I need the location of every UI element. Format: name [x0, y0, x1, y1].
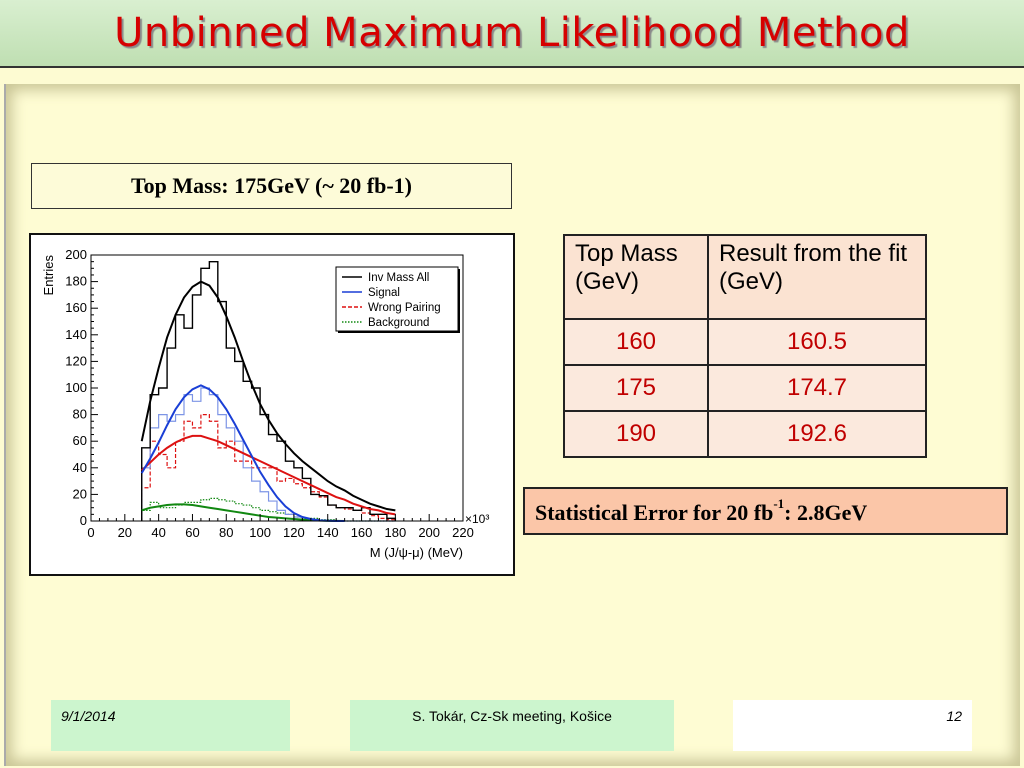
- y-tick-label: 60: [73, 433, 87, 448]
- legend-entry: Background: [368, 317, 429, 329]
- x-tick-label: 120: [283, 525, 305, 540]
- x-tick-label: 200: [418, 525, 440, 540]
- results-table: Top Mass (GeV) Result from the fit (GeV)…: [563, 234, 927, 458]
- x-tick-label: 80: [219, 525, 233, 540]
- title-bar: Unbinned Maximum Likelihood Method: [0, 0, 1024, 68]
- x-tick-label: 100: [249, 525, 271, 540]
- cell-top-mass: 190: [563, 410, 709, 458]
- table-row: 190 192.6: [563, 410, 927, 458]
- fit-curve-inv-mass-all: [140, 280, 396, 512]
- header-top-mass: Top Mass (GeV): [563, 234, 709, 320]
- cell-fit-result: 174.7: [707, 364, 927, 412]
- cell-top-mass: 175: [563, 364, 709, 412]
- plot-canvas: 0 20 40 60 80 100 120 140 160 180 200 220 0 20 40 60 80 1…: [41, 247, 489, 560]
- x-tick-label: 220: [452, 525, 474, 540]
- footer-page-number: 12: [733, 700, 972, 751]
- y-tick-label: 200: [65, 247, 87, 262]
- y-tick-label: 120: [65, 353, 87, 368]
- x-tick-label: 20: [118, 525, 132, 540]
- y-tick-label: 140: [65, 327, 87, 342]
- footer-author: S. Tokár, Cz-Sk meeting, Košice: [350, 700, 674, 751]
- y-tick-label: 0: [80, 513, 87, 528]
- x-tick-label: 60: [185, 525, 199, 540]
- fit-curve-wrong-pairing: [141, 434, 396, 516]
- x-axis-multiplier: ×10³: [465, 512, 489, 526]
- legend-entry: Wrong Pairing: [368, 302, 441, 314]
- histogram-inv-mass-all: [141, 260, 397, 521]
- statistical-error-box: Statistical Error for 20 fb-1: 2.8GeV: [523, 487, 1008, 535]
- y-tick-label: 180: [65, 274, 87, 289]
- header-fit-result: Result from the fit (GeV): [707, 234, 927, 320]
- y-tick-label: 40: [73, 460, 87, 475]
- histogram-signal: [141, 387, 396, 522]
- x-tick-label: 40: [151, 525, 165, 540]
- stat-error-value: : 2.8GeV: [784, 500, 868, 525]
- legend-entry: Inv Mass All: [368, 272, 429, 284]
- x-tick-label: 0: [87, 525, 94, 540]
- stat-error-exponent: -1: [773, 496, 785, 511]
- subtitle-box: Top Mass: 175GeV (~ 20 fb-1): [31, 163, 512, 209]
- footer-date: 9/1/2014: [51, 700, 290, 751]
- cell-fit-result: 192.6: [707, 410, 927, 458]
- table-header-row: Top Mass (GeV) Result from the fit (GeV): [563, 234, 927, 320]
- x-tick-label: 160: [351, 525, 373, 540]
- cell-top-mass: 160: [563, 318, 709, 366]
- cell-fit-result: 160.5: [707, 318, 927, 366]
- y-axis-label: Entries: [41, 255, 56, 296]
- x-axis-label: M (J/ψ-μ) (MeV): [370, 545, 463, 560]
- y-tick-label: 20: [73, 486, 87, 501]
- y-tick-label: 80: [73, 407, 87, 422]
- table-row: 160 160.5: [563, 318, 927, 366]
- y-tick-label: 100: [65, 380, 87, 395]
- slide-title: Unbinned Maximum Likelihood Method: [114, 10, 910, 56]
- y-tick-label: 160: [65, 300, 87, 315]
- x-tick-label: 180: [385, 525, 407, 540]
- x-tick-label: 140: [317, 525, 339, 540]
- legend-entry: Signal: [368, 287, 400, 299]
- stat-error-prefix: Statistical Error for 20 fb: [535, 500, 774, 525]
- histogram-plot: 0 20 40 60 80 100 120 140 160 180 200 220 0 20 40 60 80 1…: [29, 233, 515, 576]
- table-row: 175 174.7: [563, 364, 927, 412]
